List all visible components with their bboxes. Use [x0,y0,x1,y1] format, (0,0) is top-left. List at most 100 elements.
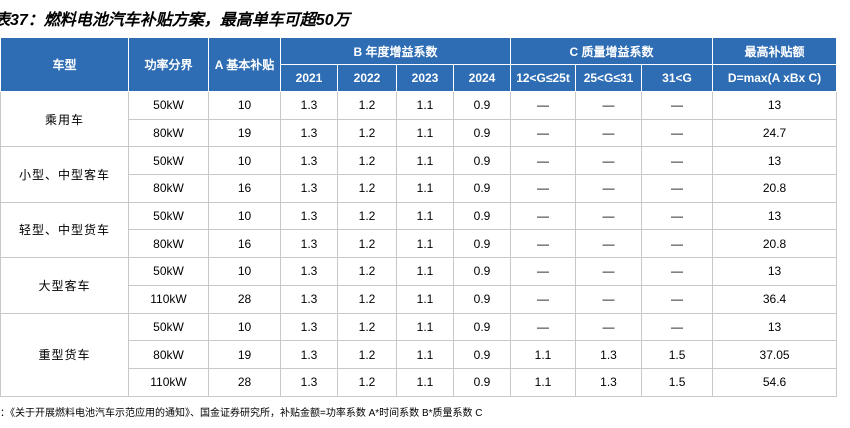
table-cell: 1.1 [396,229,454,259]
table-cell: 16 [208,229,281,259]
table-row: 110kW 28 1.3 1.2 1.1 0.9— — —36.4 [1,284,838,314]
table-cell: 1.3 [280,118,338,148]
table-cell: 50kW [128,201,209,231]
table-cell: 10 [208,146,281,176]
table-cell: — [641,118,714,148]
table-cell: — [510,201,577,231]
table-cell: — [575,257,643,286]
table-cell: — [641,91,714,120]
table-cell: 1.2 [337,284,397,314]
table-title: 表37：燃料电池汽车补贴方案，最高单车可超50万 [0,12,350,29]
table-cell: 80kW [128,118,209,148]
table-cell: 1.3 [280,367,338,397]
table-cell: 20.8 [712,229,838,259]
source-note: ：《关于开展燃料电池汽车示范应用的通知》、国金证券研究所，补贴金额=功率系数 A… [0,408,483,419]
table-cell: — [641,174,714,203]
table-cell: 1.3 [280,340,338,369]
table-cell: 37.05 [712,340,838,369]
table-row: 小型、中型客车 50kW 10 1.3 1.2 1.1 0.9— — —13 [0,146,838,203]
header-cell: 2023 [396,64,454,92]
table-row: 80kW 16 1.3 1.2 1.1 0.9— — —20.8 [1,174,838,203]
table-cell: 80kW [128,229,209,259]
subsidy-table: 车型 功率分界 A 基本补贴 B 年度增益系数 C 质量增益系数 最高补贴额 2021 202… [0,37,838,397]
table-cell: — [575,284,643,314]
table-cell: 0.9 [452,118,512,148]
table-cell: 1.1 [510,340,577,369]
vehicle-type: 小型、中型客车 [0,146,129,203]
table-cell: 10 [208,257,281,286]
table-cell: — [510,257,577,286]
header-cell: 2022 [337,64,397,92]
table-cell: 0.9 [452,340,512,369]
table-cell: 0.9 [452,312,512,342]
table-cell: 1.1 [396,146,454,176]
table-cell: — [575,91,643,120]
table-row: 80kW 16 1.3 1.2 1.1 0.9— — —20.8 [1,229,838,259]
header-cell: 最高补贴额 [712,37,838,65]
table-row: 乘用车 50kW 10 1.3 1.2 1.1 0.9— — —13 [0,90,838,148]
table-cell: 13 [712,201,838,231]
table-cell: 1.2 [337,229,397,259]
table-cell: 1.2 [337,312,397,342]
table-cell: 36.4 [712,284,838,314]
table-cell: — [575,118,643,148]
table-cell: — [575,146,643,176]
table-cell: 0.9 [452,229,512,259]
table-cell: 13 [712,146,838,176]
table-cell: 20.8 [712,174,838,203]
table-cell: 24.7 [712,118,838,148]
table-cell: 1.2 [337,340,397,369]
table-cell: 10 [208,312,281,342]
table-row: 80kW 19 1.3 1.2 1.1 0.9— — —24.7 [1,118,838,148]
table-cell: 1.2 [337,174,397,203]
vehicle-type: 大型客车 [0,257,129,314]
table-cell: 1.3 [280,146,338,176]
table-cell: 19 [208,340,281,369]
table-cell: — [641,284,714,314]
table-cell: 1.1 [396,174,454,203]
table-cell: — [641,312,714,342]
table-cell: 0.9 [452,284,512,314]
table-cell: 0.9 [452,201,512,231]
table-row: 80kW 19 1.3 1.2 1.1 0.9 1.1 1.3 1.5 37.05 [1,340,838,369]
table-cell: — [510,284,577,314]
table-cell: 28 [208,367,281,397]
table-cell: 1.2 [337,367,397,397]
table-row: 轻型、中型货车 50kW 10 1.3 1.2 1.1 0.9— — —13 [0,201,838,259]
header-cell: 2024 [452,64,512,92]
vehicle-type: 轻型、中型货车 [0,201,129,259]
header-cell: 31<G [641,64,714,92]
table-cell: — [510,229,577,259]
table-cell: 50kW [128,91,209,120]
table-cell: — [575,201,643,231]
vehicle-type: 重型货车 [0,312,129,397]
table-cell: 1.2 [337,146,397,176]
header-group: C 质量增益系数 [510,37,714,65]
table-cell: 1.2 [337,257,397,286]
table-cell: 13 [712,91,838,120]
table-cell: 1.1 [396,284,454,314]
table-cell: 80kW [128,174,209,203]
header-cell: 25<G≤31 [575,64,643,92]
table-cell: 0.9 [452,146,512,176]
table-cell: 1.1 [396,91,454,120]
table-cell: — [510,312,577,342]
table-row: 重型货车 50kW 10 1.3 1.2 1.1 0.9— — —13 [0,312,838,397]
table-cell: 10 [208,201,281,231]
header-cell: D=max(A xBx C) [712,64,838,92]
table-row: 110kW 28 1.3 1.2 1.1 0.9 1.1 1.3 1.5 54.6 [1,367,838,397]
table-cell: 1.5 [641,340,714,369]
vehicle-type: 乘用车 [0,90,129,148]
table-cell: 28 [208,284,281,314]
table-cell: — [510,146,577,176]
table-cell: 13 [712,257,838,286]
table-cell: 50kW [128,146,209,176]
table-cell: — [510,174,577,203]
table-cell: 1.2 [337,118,397,148]
table-cell: — [575,174,643,203]
table-cell: — [641,257,714,286]
table-cell: 1.3 [280,257,338,286]
table-cell: — [510,118,577,148]
table-cell: 1.1 [396,201,454,231]
